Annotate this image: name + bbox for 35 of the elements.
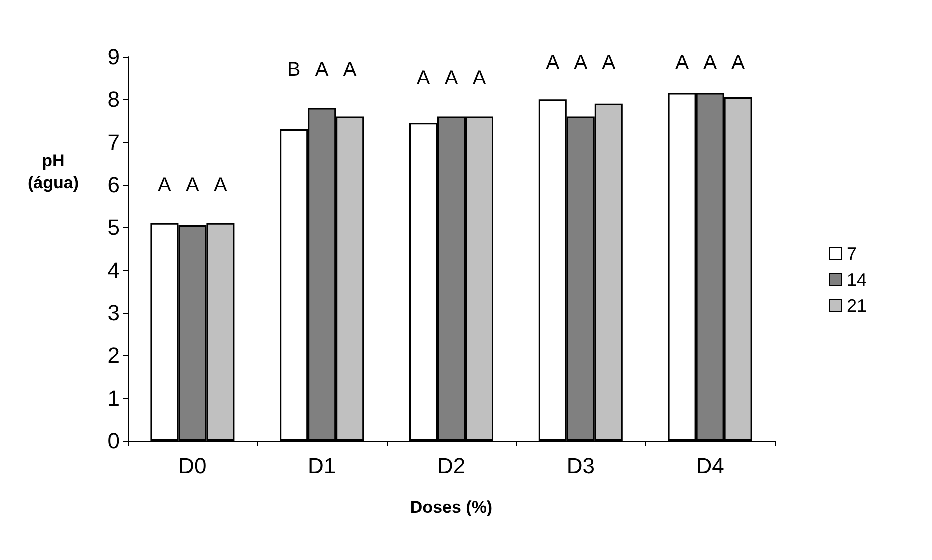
y-tick-label: 5	[108, 215, 120, 240]
y-tick-label: 8	[108, 87, 120, 112]
x-tick-label: D0	[178, 454, 207, 478]
x-tick-label: D2	[437, 454, 466, 478]
annotation: A	[732, 52, 746, 74]
annotation: A	[472, 68, 487, 90]
x-tick-label: D3	[566, 454, 595, 478]
annotation: A	[214, 174, 228, 196]
y-axis-title: pH (água)	[28, 152, 79, 192]
y-tick-label: 4	[108, 258, 120, 283]
annotation: A	[416, 68, 431, 90]
y-tick-label: 9	[108, 44, 120, 70]
x-axis-title: Doses (%)	[410, 498, 493, 517]
annotation: A	[186, 174, 200, 196]
annotation: B	[287, 59, 301, 82]
y-tick-label: 1	[108, 386, 120, 411]
annotation: A	[602, 52, 616, 74]
y-tick-label: 2	[108, 343, 120, 368]
y-tick-label: 6	[108, 172, 120, 198]
legend-label: 7	[846, 244, 857, 264]
legend-label: 14	[846, 270, 868, 290]
x-tick-label: D4	[696, 454, 724, 478]
annotation: A	[444, 68, 459, 90]
annotation: A	[574, 52, 588, 74]
legend-label: 21	[846, 296, 868, 316]
y-tick-label: 0	[108, 428, 120, 454]
annotation: A	[158, 174, 172, 196]
annotation: A	[704, 52, 718, 74]
annotation: A	[315, 59, 330, 82]
annotation: A	[546, 52, 560, 74]
annotation: A	[676, 52, 690, 74]
y-tick-label: 7	[108, 130, 120, 155]
x-tick-label: D1	[308, 454, 336, 478]
y-tick-label: 3	[108, 300, 120, 326]
annotation: A	[343, 59, 358, 82]
